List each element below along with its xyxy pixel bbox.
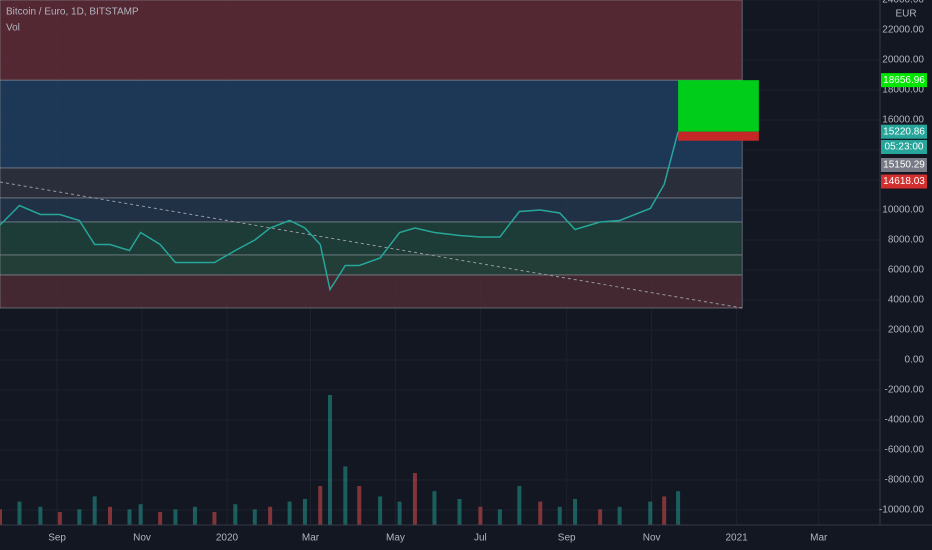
x-tick-label: May bbox=[386, 533, 405, 544]
y-tick-label: 4000.00 bbox=[888, 295, 925, 306]
volume-bar bbox=[0, 509, 2, 525]
volume-bar bbox=[173, 509, 178, 525]
price-label-box bbox=[881, 158, 927, 172]
volume-bar bbox=[38, 506, 43, 525]
zone bbox=[0, 274, 743, 309]
y-tick-label: 2000.00 bbox=[888, 325, 925, 336]
volume-bar bbox=[517, 486, 522, 525]
price-label-box bbox=[881, 174, 927, 189]
x-tick-label: Nov bbox=[133, 533, 151, 544]
y-tick-label: 22000.00 bbox=[882, 25, 924, 36]
price-label: 14618.03 bbox=[883, 176, 925, 187]
volume-bar bbox=[676, 491, 681, 525]
y-tick-label: 6000.00 bbox=[888, 265, 925, 276]
price-label-box bbox=[881, 124, 927, 139]
volume-bar bbox=[573, 499, 578, 525]
volume-bar bbox=[457, 499, 462, 525]
y-tick-label: 24000.00 bbox=[882, 0, 924, 6]
target-box bbox=[678, 80, 759, 132]
y-tick-label: 20000.00 bbox=[882, 55, 924, 66]
x-tick-label: Sep bbox=[558, 533, 576, 544]
y-tick-label: -10000.00 bbox=[879, 505, 924, 516]
zone bbox=[0, 197, 743, 223]
volume-bar bbox=[432, 491, 437, 525]
y-tick-label: 18000.00 bbox=[882, 85, 924, 96]
y-tick-label: 10000.00 bbox=[882, 205, 924, 216]
volume-bar bbox=[302, 499, 307, 525]
volume-bar bbox=[17, 501, 22, 525]
volume-bar bbox=[212, 512, 217, 525]
volume-bar bbox=[57, 512, 62, 525]
y-tick-label: -2000.00 bbox=[885, 385, 925, 396]
subtitle: Vol bbox=[6, 23, 20, 34]
y-tick-label: 8000.00 bbox=[888, 235, 925, 246]
volume-bar bbox=[127, 509, 132, 525]
volume-bar bbox=[318, 486, 323, 525]
volume-bar bbox=[662, 496, 667, 525]
x-tick-label: Nov bbox=[643, 533, 661, 544]
zone bbox=[0, 0, 743, 81]
volume-bar bbox=[478, 506, 483, 525]
volume-bar bbox=[268, 506, 273, 525]
volume-bar bbox=[497, 509, 502, 525]
y-tick-label: -8000.00 bbox=[885, 475, 925, 486]
price-label: 18656.96 bbox=[883, 75, 925, 86]
zone bbox=[0, 167, 743, 199]
volume-bar bbox=[357, 486, 362, 525]
volume-bar bbox=[192, 506, 197, 525]
y-tick-label: -6000.00 bbox=[885, 445, 925, 456]
y-tick-label: 0.00 bbox=[905, 355, 925, 366]
zone bbox=[0, 221, 743, 256]
volume-bar bbox=[328, 395, 332, 525]
volume-bar bbox=[397, 501, 402, 525]
volume-bar bbox=[343, 466, 348, 525]
volume-bar bbox=[598, 509, 603, 525]
x-tick-label: Jul bbox=[474, 533, 487, 544]
x-tick-label: Mar bbox=[302, 533, 320, 544]
volume-bar bbox=[287, 501, 292, 525]
x-tick-label: 2021 bbox=[725, 533, 748, 544]
volume-bar bbox=[233, 504, 238, 525]
zone bbox=[0, 79, 743, 169]
x-tick-label: Sep bbox=[48, 533, 66, 544]
currency: EUR bbox=[895, 9, 916, 20]
y-tick-label: -4000.00 bbox=[885, 415, 925, 426]
price-label: 05:23:00 bbox=[885, 142, 924, 153]
volume-bar bbox=[77, 509, 82, 525]
volume-bar bbox=[138, 504, 143, 525]
price-label: 15220.86 bbox=[883, 126, 925, 137]
volume-bar bbox=[378, 496, 383, 525]
volume-bar bbox=[412, 473, 417, 525]
stop-box bbox=[678, 131, 759, 141]
volume-bar bbox=[557, 506, 562, 525]
x-tick-label: Mar bbox=[810, 533, 828, 544]
price-label: 15150.29 bbox=[883, 160, 925, 171]
chart-title: Bitcoin / Euro, 1D, BITSTAMP bbox=[6, 7, 139, 18]
x-tick-label: 2020 bbox=[216, 533, 239, 544]
volume-bar bbox=[158, 512, 163, 525]
volume-bar bbox=[648, 501, 653, 525]
zone bbox=[0, 254, 743, 276]
price-label-box bbox=[881, 140, 927, 154]
volume-bar bbox=[108, 506, 112, 525]
volume-bar bbox=[538, 501, 543, 525]
y-tick-label: 16000.00 bbox=[882, 115, 924, 126]
volume-bar bbox=[252, 509, 257, 525]
price-label-box bbox=[881, 73, 927, 88]
price-line bbox=[0, 131, 679, 292]
volume-bar bbox=[92, 496, 97, 525]
volume-bar bbox=[617, 506, 622, 525]
